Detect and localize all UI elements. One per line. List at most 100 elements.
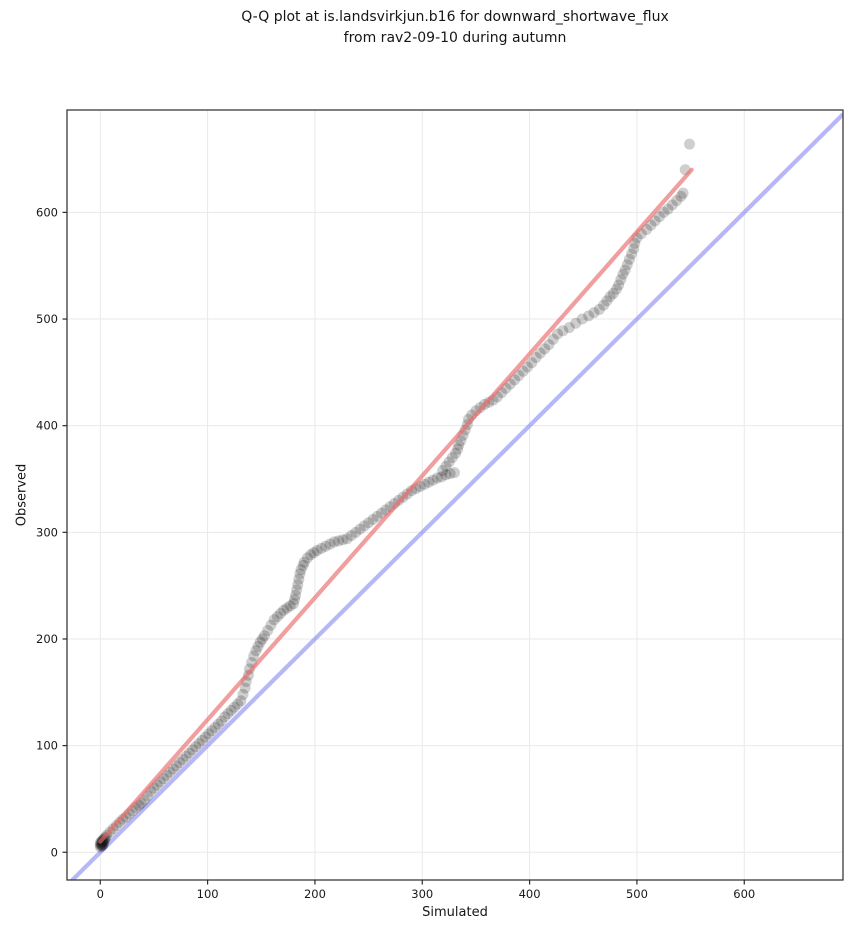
scatter-point: [662, 203, 674, 215]
scatter-point: [534, 347, 546, 359]
x-tick-label: 200: [304, 887, 326, 901]
scatter-point: [649, 215, 661, 227]
scatter-point: [94, 841, 106, 853]
scatter-point: [576, 313, 588, 325]
scatter-point: [289, 594, 301, 606]
y-tick-label: 300: [36, 525, 58, 539]
scatter-point: [258, 630, 270, 642]
scatter-point: [167, 763, 179, 775]
scatter-point: [291, 584, 303, 596]
scatter-point: [341, 533, 353, 545]
scatter-point: [444, 468, 456, 480]
scatter-point: [265, 619, 277, 631]
scatter-point: [367, 514, 379, 526]
scatter-point: [324, 538, 336, 550]
scatter-point: [196, 734, 208, 746]
scatter-point: [320, 540, 332, 552]
scatter-point: [190, 741, 202, 753]
scatter-point: [206, 725, 218, 737]
scatter-point: [212, 718, 224, 730]
scatter-point: [292, 579, 304, 591]
scatter-point: [440, 460, 452, 472]
scatter-point: [294, 568, 306, 580]
scatter-point: [666, 199, 678, 211]
scatter-point: [588, 307, 600, 319]
scatter-point: [521, 361, 533, 373]
scatter-point: [418, 478, 430, 490]
scatter-point: [199, 731, 211, 743]
scatter-point: [431, 472, 443, 484]
scatter-point: [293, 573, 305, 585]
scatter-point: [653, 211, 665, 223]
scatter-point: [290, 589, 302, 601]
y-tick-label: 600: [36, 205, 58, 219]
scatter-point: [570, 317, 582, 329]
scatter-point: [287, 598, 299, 610]
scatter-point: [170, 760, 182, 772]
scatter-point: [328, 536, 340, 548]
scatter-point: [298, 556, 310, 568]
y-tick-label: 500: [36, 312, 58, 326]
scatter-point: [452, 443, 464, 455]
scatter-point: [235, 695, 247, 707]
scatter-point: [658, 206, 670, 218]
scatter-point: [250, 645, 262, 657]
scatter-point: [450, 447, 462, 459]
scatter-point: [530, 351, 542, 363]
scatter-point: [626, 248, 638, 260]
scatter-point: [628, 243, 640, 255]
x-tick-label: 0: [97, 887, 104, 901]
scatter-point: [675, 190, 687, 202]
scatter-point: [645, 219, 657, 231]
scatter-point: [440, 469, 452, 481]
scatter-point: [363, 517, 375, 529]
scatter-point: [448, 467, 460, 479]
scatter-point: [354, 523, 366, 535]
scatter-point: [427, 474, 439, 486]
chart-title-line2: from rav2-09-10 during autumn: [343, 30, 567, 46]
y-tick-label: 100: [36, 739, 58, 753]
axes-frame: [66, 109, 844, 881]
identity-line: [69, 112, 843, 880]
scatter-point: [248, 650, 260, 662]
scatter-point: [183, 747, 195, 759]
scatter-point: [613, 279, 625, 291]
scatter-point: [371, 510, 383, 522]
scatter-point: [619, 264, 631, 276]
scatter-point: [295, 564, 307, 576]
x-tick-label: 400: [519, 887, 541, 901]
scatter-point: [308, 547, 320, 559]
x-tick-label: 600: [733, 887, 755, 901]
scatter-point: [601, 295, 613, 307]
scatter-point: [671, 195, 683, 207]
scatter-point: [262, 624, 274, 636]
scatter-point: [268, 614, 280, 626]
scatter-point: [256, 633, 268, 645]
scatter-point: [539, 343, 551, 355]
scatter-point: [193, 737, 205, 749]
scatter-point: [453, 439, 465, 451]
scatter-point: [222, 708, 234, 720]
scatter-point: [423, 476, 435, 488]
scatter-point: [583, 310, 595, 322]
scatter-point: [180, 750, 192, 762]
scatter-point: [94, 839, 106, 851]
scatter-point: [677, 187, 689, 199]
y-tick-label: 200: [36, 632, 58, 646]
scatter-point: [174, 757, 186, 769]
scatter-point: [315, 542, 327, 554]
scatter-point: [297, 559, 309, 571]
scatter-point: [604, 291, 616, 303]
scatter-point: [281, 602, 293, 614]
scatter-point: [443, 456, 455, 468]
scatter-point: [209, 721, 221, 733]
y-axis-label: Observed: [14, 463, 30, 527]
scatter-point: [311, 544, 323, 556]
y-tick-label: 0: [51, 845, 58, 859]
scatter-point: [436, 471, 448, 483]
scatter-point: [239, 682, 251, 694]
scatter-point: [237, 688, 249, 700]
scatter-point: [563, 322, 575, 334]
x-tick-label: 500: [626, 887, 648, 901]
